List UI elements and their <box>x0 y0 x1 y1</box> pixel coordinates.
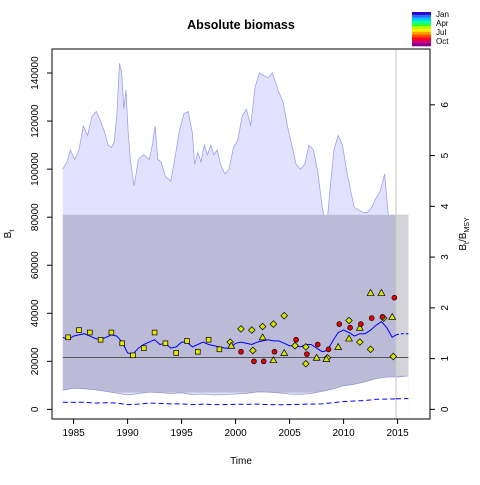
legend-swatch <box>412 21 431 24</box>
y2-tick-label: 1 <box>440 355 451 361</box>
y-tick-label: 120000 <box>30 104 41 138</box>
y-tick-label: 40000 <box>30 299 41 327</box>
observation-square <box>77 328 82 333</box>
legend-swatch <box>412 15 431 18</box>
y-tick-label: 140000 <box>30 56 41 90</box>
legend-label-oct: Oct <box>436 37 449 46</box>
observation-circle <box>392 295 397 300</box>
legend-swatch <box>412 12 431 15</box>
observation-circle <box>348 325 353 330</box>
y-tick-label: 0 <box>30 406 41 412</box>
observation-square <box>66 335 71 340</box>
observation-circle <box>358 322 363 327</box>
legend-label-jul: Jul <box>436 28 446 37</box>
observation-circle <box>239 349 244 354</box>
y2-tick-label: 6 <box>440 102 451 108</box>
observation-square <box>98 337 103 342</box>
observation-circle <box>369 316 374 321</box>
observation-square <box>163 341 168 346</box>
observation-circle <box>304 352 309 357</box>
month-color-legend: Jan Apr Jul Oct <box>412 10 449 46</box>
legend-swatch <box>412 40 431 43</box>
legend-swatch <box>412 32 431 35</box>
y2-tick-label: 2 <box>440 305 451 311</box>
x-tick-label: 2000 <box>224 428 247 439</box>
x-tick-label: 1990 <box>116 428 139 439</box>
observation-square <box>152 330 157 335</box>
y-axis-label-sub: t <box>9 230 16 232</box>
legend-swatch <box>412 35 431 38</box>
observation-square <box>120 341 125 346</box>
legend-swatch <box>412 26 431 29</box>
x-axis-label: Time <box>230 456 252 467</box>
observation-circle <box>261 359 266 364</box>
legend-swatch <box>412 18 431 21</box>
legend-swatch <box>412 23 431 26</box>
prediction-box <box>396 215 408 376</box>
observation-square <box>206 337 211 342</box>
y2-axis-label-sep: /B <box>458 232 469 242</box>
y2-axis-label-sub2: MSY <box>464 217 471 233</box>
legend-label-jan: Jan <box>436 10 449 19</box>
y-tick-label: 80000 <box>30 203 41 231</box>
legend-swatches <box>412 12 431 46</box>
observation-square <box>141 346 146 351</box>
y2-tick-label: 3 <box>440 254 451 260</box>
observation-circle <box>326 347 331 352</box>
observation-square <box>195 349 200 354</box>
observation-circle <box>272 349 277 354</box>
legend-swatch <box>412 43 431 46</box>
x-tick-label: 1995 <box>170 428 193 439</box>
mid-uncertainty-band <box>63 215 409 393</box>
x-tick-label: 1985 <box>62 428 85 439</box>
legend-swatch <box>412 29 431 32</box>
chart-title: Absolute biomass <box>187 18 295 32</box>
y2-tick-label: 4 <box>440 203 451 209</box>
observation-circle <box>315 342 320 347</box>
x-tick-label: 2010 <box>332 428 355 439</box>
y-tick-label: 60000 <box>30 251 41 279</box>
observation-square <box>185 339 190 344</box>
observation-square <box>87 330 92 335</box>
observation-square <box>131 353 136 358</box>
observation-circle <box>294 337 299 342</box>
observation-circle <box>251 359 256 364</box>
observation-square <box>217 347 222 352</box>
y2-tick-label: 5 <box>440 152 451 158</box>
x-tick-label: 2005 <box>278 428 301 439</box>
observation-square <box>109 330 114 335</box>
legend-label-apr: Apr <box>436 19 449 28</box>
observation-square <box>174 351 179 356</box>
observation-circle <box>337 322 342 327</box>
y-tick-label: 100000 <box>30 152 41 186</box>
y2-tick-label: 0 <box>440 406 451 412</box>
legend-swatch <box>412 38 431 41</box>
y-tick-label: 20000 <box>30 347 41 375</box>
x-tick-label: 2015 <box>386 428 409 439</box>
observation-circle <box>380 314 385 319</box>
